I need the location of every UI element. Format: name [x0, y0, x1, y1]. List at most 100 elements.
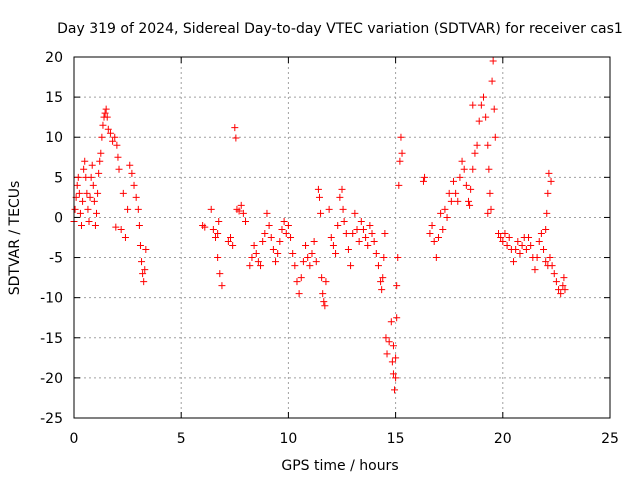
data-point: [315, 193, 323, 201]
data-point: [280, 217, 288, 225]
data-point: [339, 205, 347, 213]
data-point: [321, 302, 329, 310]
y-tick-label: 20: [45, 50, 63, 66]
data-point: [428, 221, 436, 229]
data-point: [134, 205, 142, 213]
data-point: [75, 189, 83, 197]
data-point: [516, 250, 524, 258]
data-point: [377, 278, 385, 286]
data-point: [518, 242, 526, 250]
data-point: [426, 229, 434, 237]
x-tick-label: 25: [601, 431, 619, 447]
data-point: [359, 225, 367, 233]
data-point: [237, 201, 245, 209]
data-point: [469, 165, 477, 173]
data-point: [368, 229, 376, 237]
data-point: [327, 234, 335, 241]
data-point: [473, 141, 481, 149]
data-point: [557, 290, 565, 298]
data-point: [136, 242, 144, 250]
data-point: [421, 173, 429, 181]
data-point: [477, 101, 485, 109]
data-point: [559, 282, 567, 290]
y-tick-label: -10: [40, 291, 63, 307]
data-point: [308, 250, 316, 258]
data-point: [261, 229, 269, 237]
data-point: [561, 286, 569, 294]
data-point: [460, 165, 468, 173]
data-point: [445, 189, 453, 197]
data-point: [546, 254, 554, 262]
data-point: [382, 334, 390, 342]
data-point: [259, 238, 267, 246]
data-point: [544, 189, 552, 197]
data-point: [471, 149, 479, 157]
data-point: [484, 141, 492, 149]
data-point: [252, 250, 260, 258]
data-point: [392, 374, 400, 382]
data-point: [458, 157, 466, 165]
data-point: [397, 133, 405, 141]
data-point: [398, 149, 406, 157]
data-point: [503, 242, 511, 250]
data-point: [381, 229, 389, 237]
data-point: [560, 274, 568, 282]
data-point: [299, 258, 307, 266]
data-point: [88, 161, 96, 169]
data-point: [99, 121, 107, 129]
data-point: [482, 113, 490, 121]
data-point: [322, 278, 330, 286]
data-point: [555, 286, 563, 294]
data-point: [114, 153, 122, 161]
data-point: [87, 173, 95, 181]
data-point: [93, 209, 101, 217]
data-point: [392, 354, 400, 362]
data-point: [320, 298, 328, 306]
data-point: [74, 173, 82, 181]
data-points-layer: [70, 57, 569, 394]
data-point: [389, 370, 397, 378]
data-point: [124, 205, 132, 213]
data-point: [456, 173, 464, 181]
data-point: [215, 217, 223, 225]
data-point: [380, 254, 388, 262]
data-point: [141, 266, 149, 274]
data-point: [265, 221, 273, 229]
data-point: [462, 181, 470, 189]
data-point: [209, 225, 217, 233]
x-tick-label: 15: [387, 431, 405, 447]
data-point: [102, 105, 110, 113]
grid-layer: [74, 57, 610, 418]
data-point: [287, 234, 295, 241]
data-point: [201, 223, 209, 231]
data-point: [139, 270, 147, 278]
plot-frame: [73, 56, 611, 419]
x-axis-label: GPS time / hours: [281, 458, 398, 474]
data-point: [73, 181, 81, 189]
data-point: [374, 262, 382, 270]
data-point: [83, 189, 91, 197]
data-point: [499, 238, 507, 246]
data-point: [85, 217, 93, 225]
data-point: [250, 242, 258, 250]
data-point: [235, 207, 243, 215]
data-point: [276, 238, 284, 246]
data-point: [319, 290, 327, 298]
data-point: [79, 197, 87, 205]
data-point: [379, 274, 387, 282]
data-point: [96, 157, 104, 165]
data-point: [216, 270, 224, 278]
y-tick-label: -15: [40, 331, 63, 347]
data-point: [282, 229, 290, 237]
data-point: [263, 209, 271, 217]
data-point: [393, 282, 401, 290]
data-point: [388, 358, 396, 366]
x-tick-label: 10: [279, 431, 297, 447]
data-point: [387, 318, 395, 326]
data-point: [391, 386, 399, 394]
data-point: [353, 225, 361, 233]
data-point: [486, 189, 494, 197]
data-point: [552, 278, 560, 286]
data-point: [542, 258, 550, 266]
data-point: [545, 169, 553, 177]
